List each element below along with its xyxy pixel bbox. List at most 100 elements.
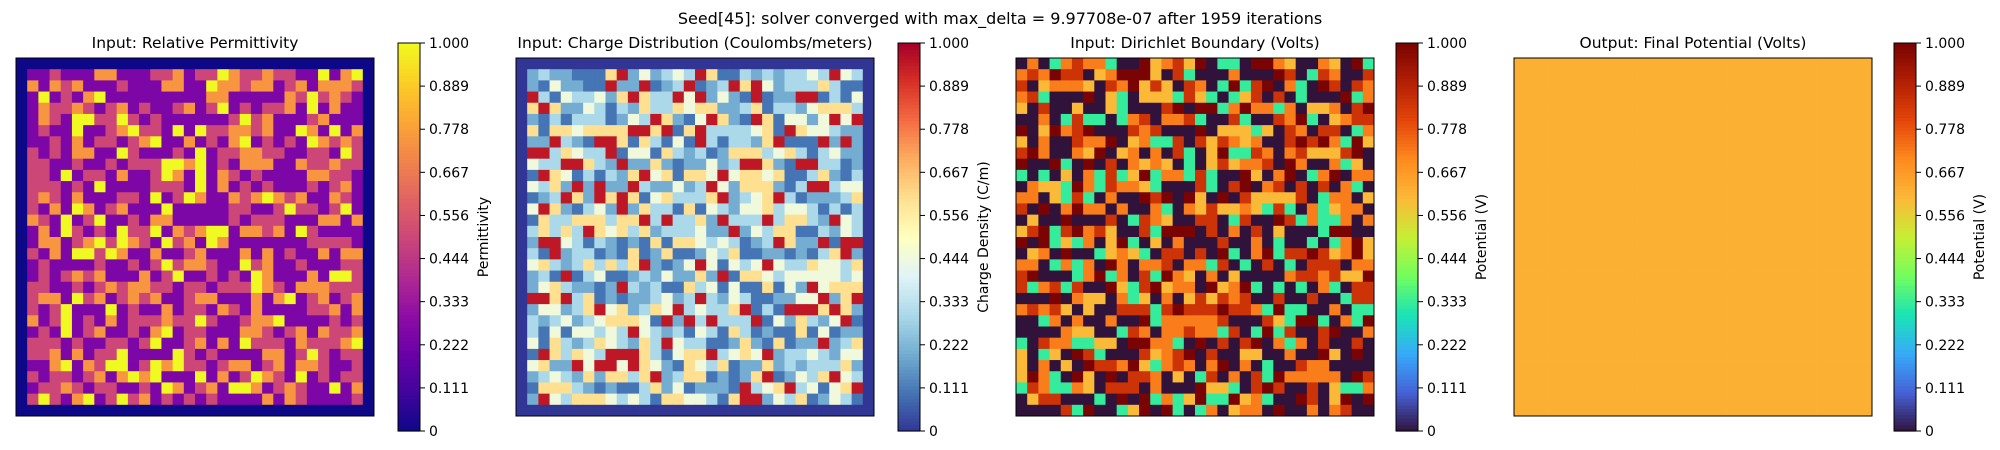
colorbar-segment: [898, 91, 920, 96]
heatmap-cell: [1239, 102, 1252, 115]
heatmap-cell: [672, 113, 685, 126]
heatmap-cell: [1228, 281, 1241, 294]
heatmap-cell: [150, 337, 162, 350]
heatmap-cell: [672, 169, 685, 182]
heatmap-cell: [1340, 158, 1353, 171]
heatmap-cell: [1558, 393, 1571, 406]
heatmap-cell: [1715, 281, 1727, 294]
heatmap-cell: [1217, 237, 1229, 249]
heatmap-cell: [38, 158, 50, 171]
heatmap-cell: [650, 80, 662, 92]
heatmap-cell: [1139, 237, 1151, 249]
heatmap-cell: [516, 181, 528, 193]
heatmap-cell: [1659, 248, 1672, 260]
heatmap-cell: [1782, 225, 1795, 238]
colorbar-segment: [398, 220, 420, 225]
heatmap-cell: [1558, 192, 1571, 204]
heatmap-cell: [851, 192, 864, 204]
heatmap-cell: [239, 91, 252, 104]
heatmap-cell: [195, 237, 207, 249]
heatmap-cell: [60, 69, 73, 81]
heatmap-cell: [739, 80, 752, 92]
heatmap-cell: [1625, 113, 1638, 126]
heatmap-cell: [1637, 181, 1649, 193]
heatmap-cell: [1648, 181, 1660, 193]
heatmap-cell: [1771, 248, 1783, 260]
heatmap-cell: [583, 203, 595, 216]
heatmap-cell: [340, 214, 353, 227]
heatmap-cell: [639, 281, 651, 294]
heatmap-cell: [549, 58, 562, 70]
heatmap-cell: [1228, 80, 1241, 92]
heatmap-cell: [1704, 292, 1716, 305]
heatmap-cell: [1172, 58, 1185, 70]
heatmap-cell: [1284, 404, 1297, 417]
heatmap-cell: [183, 315, 196, 327]
heatmap-cell: [1228, 304, 1241, 316]
colorbar-segment: [1396, 162, 1418, 167]
heatmap-cell: [1295, 136, 1308, 148]
heatmap-cell: [538, 237, 550, 249]
colorbar-segment: [398, 143, 420, 148]
heatmap-cell: [1083, 393, 1095, 406]
colorbar-frame: [897, 42, 921, 432]
heatmap-cell: [284, 80, 297, 92]
heatmap-cell: [1525, 80, 1537, 92]
heatmap-cell: [1150, 393, 1162, 406]
heatmap-cell: [1625, 237, 1638, 249]
heatmap-cell: [318, 360, 330, 372]
colorbar-segment: [898, 81, 920, 86]
heatmap-cell: [49, 248, 62, 260]
heatmap-cell: [1771, 214, 1783, 227]
colorbar-segment: [398, 91, 420, 96]
heatmap-cell: [862, 214, 875, 227]
heatmap-cell: [1771, 91, 1783, 104]
heatmap-cell: [1737, 348, 1750, 361]
heatmap-cell: [340, 237, 353, 249]
heatmap-cell: [183, 292, 196, 305]
heatmap-cell: [627, 393, 640, 406]
heatmap-cell: [1161, 371, 1174, 383]
heatmap-cell: [1536, 382, 1548, 395]
heatmap-cell: [329, 113, 341, 126]
colorbar-segment: [1894, 337, 1916, 342]
heatmap-cell: [695, 58, 707, 70]
heatmap-cell: [695, 237, 707, 249]
heatmap-cell: [1860, 382, 1873, 395]
heatmap-cell: [728, 281, 741, 294]
heatmap-cell: [1150, 181, 1162, 193]
heatmap-cell: [683, 393, 696, 406]
heatmap-cell: [661, 371, 674, 383]
heatmap-cell: [571, 225, 584, 238]
heatmap-cell: [1038, 69, 1050, 81]
heatmap-cell: [1816, 348, 1828, 361]
heatmap-cell: [1273, 214, 1285, 227]
heatmap-cell: [1284, 192, 1297, 204]
heatmap-cell: [627, 292, 640, 305]
heatmap-cell: [273, 147, 285, 160]
heatmap-cell: [1726, 203, 1739, 216]
heatmap-cell: [206, 80, 218, 92]
heatmap-cell: [1525, 58, 1537, 70]
heatmap-cell: [195, 404, 207, 417]
heatmap-cell: [228, 80, 241, 92]
heatmap-cell: [627, 237, 640, 249]
heatmap-cell: [206, 348, 218, 361]
heatmap-cell: [773, 270, 785, 283]
heatmap-cell: [616, 248, 629, 260]
heatmap-cell: [116, 136, 129, 148]
heatmap-cell: [1340, 315, 1353, 327]
colorbar-segment: [398, 379, 420, 384]
colorbar-segment: [398, 353, 420, 358]
heatmap-cell: [1094, 225, 1106, 238]
heatmap-cell: [650, 270, 662, 283]
colorbar-segment: [1894, 414, 1916, 419]
heatmap-cell: [195, 147, 207, 160]
heatmap-cell: [560, 136, 573, 148]
colorbar-segment: [398, 46, 420, 51]
heatmap-cell: [1525, 348, 1537, 361]
heatmap-cell: [1038, 169, 1050, 182]
heatmap-cell: [116, 214, 129, 227]
heatmap-cell: [38, 58, 50, 70]
colorbar-segment: [1894, 233, 1916, 238]
